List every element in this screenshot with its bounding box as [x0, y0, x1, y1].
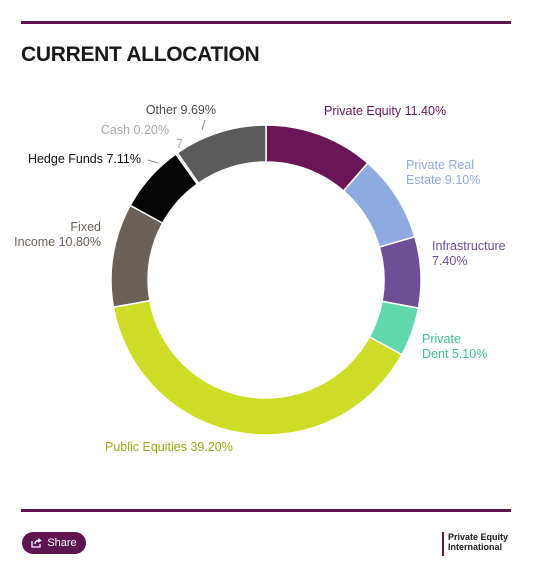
label-private-real-estate: Private Real Estate 9.10% [406, 158, 480, 187]
leader-line-2 [201, 119, 206, 131]
brand-logo[interactable]: Private Equity International [442, 532, 508, 556]
leader-line-1 [147, 159, 159, 164]
chart-title: CURRENT ALLOCATION [21, 43, 260, 66]
label-fixed-income: Fixed Income 10.80% [14, 220, 101, 249]
share-icon [31, 538, 43, 548]
logo-line-1: Private Equity [448, 532, 509, 542]
slice-infrastructure[interactable] [378, 235, 422, 309]
share-label: Share [47, 537, 77, 549]
label-private-dent: Private Dent 5.10% [422, 332, 487, 361]
label-unlabeled: 7 [176, 137, 183, 151]
logo-line-2: International [448, 542, 503, 552]
label-private-equity: Private Equity 11.40% [324, 104, 446, 118]
label-public-equities: Public Equities 39.20% [105, 440, 233, 454]
slice-other[interactable] [176, 124, 267, 185]
bottom-rule [21, 509, 511, 512]
label-infrastructure: Infrastructure 7.40% [432, 239, 506, 268]
label-other: Other 9.69% [146, 103, 216, 117]
donut-chart: Private Equity 11.40% Private Real Estate … [14, 103, 506, 454]
share-button[interactable]: Share [22, 532, 86, 554]
slice-fixed-income[interactable] [110, 204, 164, 308]
label-cash: Cash 0.20% [101, 123, 169, 137]
top-rule [21, 21, 511, 24]
label-hedge-funds: Hedge Funds 7.11% [28, 152, 141, 166]
slice-public-equities[interactable] [112, 299, 403, 436]
